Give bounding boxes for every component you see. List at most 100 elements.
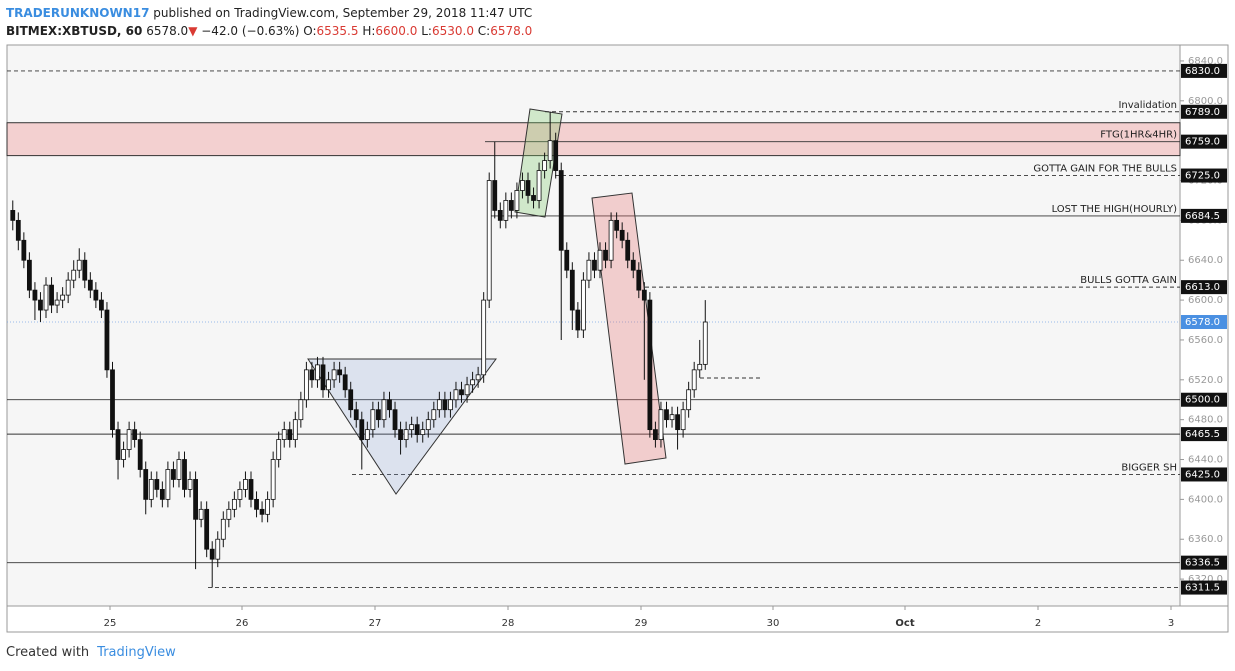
candle-body <box>669 414 675 421</box>
candle-body <box>542 160 548 171</box>
candle-body <box>65 279 71 296</box>
y-tick-label: 6440.0 <box>1188 455 1223 466</box>
candle-body <box>470 379 475 386</box>
candle-body <box>603 249 608 261</box>
candle-body <box>414 424 420 436</box>
candle-body <box>287 429 293 440</box>
price-label-box <box>1181 427 1227 442</box>
ohlc-value: 6530.0 <box>431 24 474 38</box>
candle-body <box>259 508 265 515</box>
candle-body <box>76 259 82 271</box>
candle-body <box>337 369 343 376</box>
candle-body <box>331 369 337 381</box>
ohlc-key: H: <box>362 24 376 38</box>
candle-body <box>525 180 531 196</box>
y-tick-label: 6360.0 <box>1188 534 1223 545</box>
candle-body <box>442 399 448 411</box>
level-name: BULLS GOTTA GAIN <box>1080 275 1177 286</box>
triangle-drawing <box>307 358 497 495</box>
y-tick-label: 6600.0 <box>1188 295 1223 306</box>
candle-body <box>276 439 282 460</box>
candle-body <box>514 190 520 211</box>
candle-body <box>625 239 631 261</box>
chart: Invalidation FTG(1HR&4HR) GOTTA GAIN FOR T… <box>6 44 1229 633</box>
x-tick-label: 30 <box>767 618 780 629</box>
header: TRADERUNKNOWN17 published on TradingView… <box>6 4 532 40</box>
last-price: 6578.0 <box>146 24 189 38</box>
candle-body <box>82 259 88 281</box>
level-name: FTG(1HR&4HR) <box>1100 130 1177 141</box>
price-label-box <box>1181 555 1227 570</box>
candle-body <box>99 299 104 311</box>
price-label-box <box>1181 134 1227 149</box>
created-with: Created with <box>6 645 90 660</box>
candle-body <box>126 429 132 450</box>
candle-body <box>653 429 658 440</box>
price-label-box <box>1181 104 1227 119</box>
candle-body <box>586 259 592 281</box>
candle-body <box>254 498 259 510</box>
candle-body <box>193 479 198 520</box>
candle-body <box>664 409 669 421</box>
candle-body <box>159 489 165 500</box>
candle-body <box>292 419 298 440</box>
candle-body <box>459 389 464 396</box>
candle-body <box>597 249 603 271</box>
candle-body <box>675 414 680 431</box>
level-name: LOST THE HIGH(HOURLY) <box>1052 204 1177 215</box>
price-label: 6336.5 <box>1185 558 1220 569</box>
x-tick-label: 25 <box>104 618 117 629</box>
candle-body <box>448 399 453 411</box>
time-axis <box>6 605 1229 633</box>
candle-body <box>182 459 187 490</box>
candle-body <box>49 284 54 306</box>
candle-body <box>520 180 525 191</box>
candle-body <box>409 424 415 431</box>
candle-body <box>165 469 171 500</box>
published: published on TradingView.com, September … <box>153 6 533 20</box>
candle-body <box>71 269 77 281</box>
candle-body <box>569 269 575 311</box>
candle-body <box>547 140 553 161</box>
candle-body <box>121 449 126 460</box>
candle-body <box>198 508 204 520</box>
candle-body <box>148 479 154 500</box>
candle-body <box>132 429 138 440</box>
price-label: 6759.0 <box>1185 137 1220 148</box>
candle-body <box>370 409 376 431</box>
y-tick-label: 6520.0 <box>1188 375 1223 386</box>
candle-body <box>431 409 437 421</box>
price-label: 6311.5 <box>1185 583 1220 594</box>
candle-body <box>315 364 320 381</box>
candle-body <box>641 289 647 301</box>
y-tick-label: 6640.0 <box>1188 255 1223 266</box>
candle-body <box>226 508 232 520</box>
down-arrow: ▼ <box>188 24 198 38</box>
candle-body <box>309 369 315 381</box>
candle-body <box>265 498 271 515</box>
candle-body <box>115 429 121 460</box>
author[interactable]: TRADERUNKNOWN17 <box>6 6 150 20</box>
candle-body <box>508 200 514 211</box>
ohlc-value: 6578.0 <box>490 24 533 38</box>
brand[interactable]: TradingView <box>97 645 176 660</box>
candle-body <box>243 479 248 490</box>
candle-body <box>187 479 193 490</box>
x-tick-label: 28 <box>502 618 515 629</box>
candle-body <box>531 195 536 201</box>
ohlc-key: O: <box>303 24 317 38</box>
candle-body <box>558 170 564 251</box>
symbol-line: BITMEX:XBTUSD, 60 6578.0▼ −42.0 (−0.63%)… <box>6 22 532 40</box>
x-tick-label: 29 <box>635 618 648 629</box>
candle-body <box>691 369 697 391</box>
y-tick-label: 6800.0 <box>1188 96 1223 107</box>
candle-body <box>176 459 182 480</box>
candle-body <box>32 289 38 301</box>
price-label: 6789.0 <box>1185 107 1220 118</box>
ohlc-key: L: <box>421 24 432 38</box>
candle-body <box>425 419 431 431</box>
price-label: 6830.0 <box>1185 66 1220 77</box>
price-label-box <box>1181 315 1227 330</box>
candle-body <box>87 279 93 291</box>
candle-body <box>580 279 586 331</box>
